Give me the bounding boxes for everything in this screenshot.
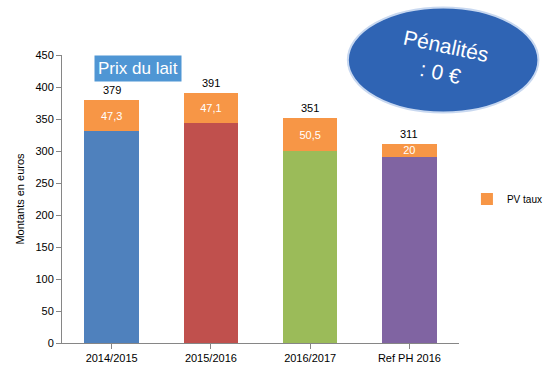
svg-text:150: 150 — [35, 241, 53, 253]
svg-text:Ref PH 2016: Ref PH 2016 — [378, 352, 441, 364]
svg-text:300: 300 — [35, 145, 53, 157]
svg-text:0: 0 — [48, 337, 54, 349]
svg-text:200: 200 — [35, 209, 53, 221]
svg-text:50,5: 50,5 — [299, 129, 320, 141]
svg-text:2014/2015: 2014/2015 — [86, 352, 138, 364]
svg-text:50: 50 — [42, 305, 54, 317]
svg-text:PV taux: PV taux — [507, 194, 542, 205]
svg-text:391: 391 — [202, 77, 220, 89]
svg-text:450: 450 — [35, 49, 53, 61]
svg-text:100: 100 — [35, 273, 53, 285]
svg-text:47,3: 47,3 — [101, 110, 122, 122]
svg-text:47,1: 47,1 — [200, 102, 221, 114]
svg-text:311: 311 — [400, 128, 418, 140]
svg-text:350: 350 — [35, 113, 53, 125]
svg-text:Pénalités: 0 €: Pénalités: 0 € — [396, 26, 491, 93]
svg-text:2015/2016: 2015/2016 — [185, 352, 237, 364]
svg-text:379: 379 — [103, 84, 121, 96]
svg-text:351: 351 — [301, 102, 319, 114]
svg-text:250: 250 — [35, 177, 53, 189]
svg-text:Prix du lait: Prix du lait — [98, 59, 178, 78]
svg-text:2016/2017: 2016/2017 — [284, 352, 336, 364]
svg-text:20: 20 — [403, 144, 415, 156]
svg-text:400: 400 — [35, 81, 53, 93]
svg-text:Montants en euros: Montants en euros — [14, 153, 26, 245]
